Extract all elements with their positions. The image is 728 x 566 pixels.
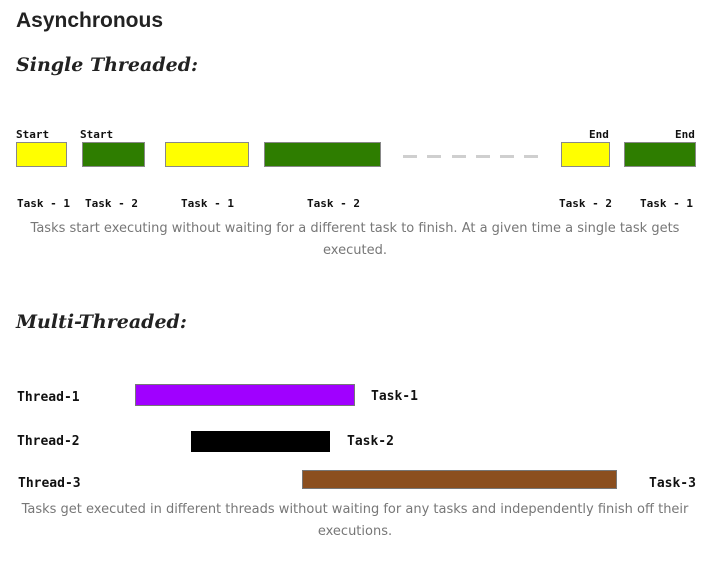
thread-2-label: Thread-2 [17, 434, 80, 449]
end-label: End [675, 128, 695, 141]
task-2-block [82, 142, 145, 167]
single-threaded-caption: Tasks start executing without waiting fo… [30, 221, 680, 258]
task-1-block [165, 142, 249, 167]
page-title: Asynchronous [16, 9, 164, 32]
multi-threaded-heading: Multi-Threaded: [16, 311, 187, 333]
thread-1-label: Thread-1 [17, 390, 80, 405]
ellipsis-dash [403, 155, 417, 158]
start-label: Start [16, 128, 50, 141]
single-threaded-heading: Single Threaded: [16, 54, 198, 76]
task-1-label: Task-1 [371, 389, 418, 404]
ellipsis-dash [427, 155, 441, 158]
ellipsis-dash [524, 155, 538, 158]
start-label: Start [80, 128, 114, 141]
thread-1-bar [135, 384, 355, 406]
thread-2-bar [191, 431, 330, 452]
task-1-block [16, 142, 67, 167]
ellipsis-dash [500, 155, 514, 158]
ellipsis-dash [476, 155, 490, 158]
ellipsis-dash [452, 155, 466, 158]
task-label: Task - 1 [181, 197, 234, 210]
end-label: End [589, 128, 609, 141]
task-2-block [561, 142, 610, 167]
task-3-label: Task-3 [649, 476, 696, 491]
task-label: Task - 2 [559, 197, 612, 210]
thread-3-bar [302, 470, 617, 489]
task-2-block [264, 142, 381, 167]
task-label: Task - 1 [640, 197, 693, 210]
task-1-block [624, 142, 696, 167]
task-2-label: Task-2 [347, 434, 394, 449]
multi-threaded-caption: Tasks get executed in different threads … [21, 502, 689, 539]
task-label: Task - 2 [307, 197, 360, 210]
thread-3-label: Thread-3 [18, 476, 81, 491]
task-label: Task - 2 [85, 197, 138, 210]
task-label: Task - 1 [17, 197, 70, 210]
